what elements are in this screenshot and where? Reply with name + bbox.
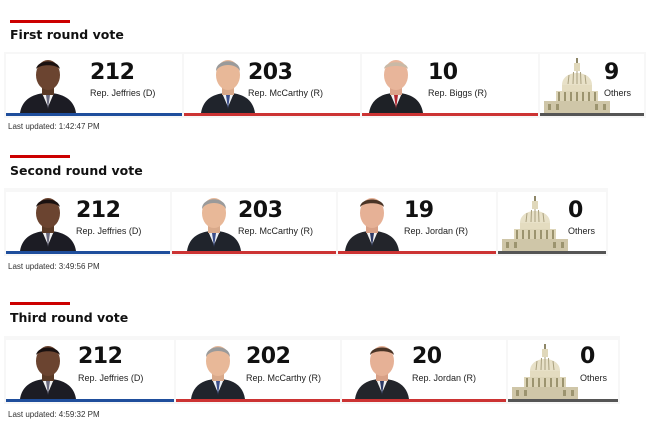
person-photo-icon [188,341,248,399]
candidate-card-jordan: 20 Rep. Jordan (R) [342,340,506,402]
candidate-card-others: 0 Others [498,192,606,254]
candidate-name: Rep. Jordan (R) [412,373,477,383]
round-1-title: First round vote [10,27,124,42]
person-photo-icon [366,55,426,113]
vote-count: 203 [248,60,293,85]
candidate-name: Rep. Jeffries (D) [78,373,144,383]
round-2-accent [10,155,70,158]
round-2-title: Second round vote [10,163,143,178]
candidate-name: Others [568,226,596,236]
candidate-name: Rep. Jeffries (D) [90,88,156,98]
vote-count: 202 [246,344,291,369]
party-bar-republican [342,399,506,402]
vote-count: 212 [78,344,123,369]
vote-count: 0 [568,198,583,223]
party-bar-other [540,113,644,116]
vote-count: 203 [238,198,283,223]
candidate-name: Rep. Jeffries (D) [76,226,142,236]
candidate-name: Rep. Jordan (R) [404,226,469,236]
party-bar-democrat [6,251,170,254]
vote-count: 0 [580,344,595,369]
capitol-building-icon [512,344,578,399]
candidate-card-others: 0 Others [508,340,618,402]
candidate-card-mccarthy: 203 Rep. McCarthy (R) [172,192,336,254]
round-3-accent [10,302,70,305]
party-bar-republican [176,399,340,402]
party-bar-republican [362,113,538,116]
candidate-name: Rep. McCarthy (R) [246,373,322,383]
vote-count: 9 [604,60,619,85]
candidate-card-mccarthy: 202 Rep. McCarthy (R) [176,340,340,402]
party-bar-other [508,399,618,402]
last-updated: Last updated: 4:59:32 PM [8,410,100,419]
vote-count: 10 [428,60,458,85]
person-photo-icon [342,193,402,251]
candidate-name: Rep. McCarthy (R) [238,226,314,236]
person-photo-icon [16,55,80,113]
candidate-name: Rep. McCarthy (R) [248,88,324,98]
round-3-title: Third round vote [10,310,129,325]
last-updated: Last updated: 1:42:47 PM [8,122,100,131]
candidate-card-others: 9 Others [540,54,644,116]
vote-count: 20 [412,344,442,369]
candidate-card-mccarthy: 203 Rep. McCarthy (R) [184,54,360,116]
candidate-card-jeffries: 212 Rep. Jeffries (D) [6,54,182,116]
candidate-name: Rep. Biggs (R) [428,88,488,98]
vote-count: 19 [404,198,434,223]
party-bar-republican [338,251,496,254]
candidate-card-jordan: 19 Rep. Jordan (R) [338,192,496,254]
person-photo-icon [184,193,244,251]
person-photo-icon [198,55,258,113]
candidate-card-biggs: 10 Rep. Biggs (R) [362,54,538,116]
capitol-building-icon [502,196,568,251]
person-photo-icon [16,341,80,399]
candidate-card-jeffries: 212 Rep. Jeffries (D) [6,340,174,402]
last-updated: Last updated: 3:49:56 PM [8,262,100,271]
party-bar-republican [184,113,360,116]
round-1-accent [10,20,70,23]
capitol-building-icon [544,58,610,113]
party-bar-democrat [6,399,174,402]
person-photo-icon [16,193,80,251]
party-bar-republican [172,251,336,254]
candidate-name: Others [580,373,608,383]
vote-count: 212 [76,198,121,223]
candidate-name: Others [604,88,632,98]
person-photo-icon [352,341,412,399]
vote-count: 212 [90,60,135,85]
candidate-card-jeffries: 212 Rep. Jeffries (D) [6,192,170,254]
party-bar-other [498,251,606,254]
party-bar-democrat [6,113,182,116]
